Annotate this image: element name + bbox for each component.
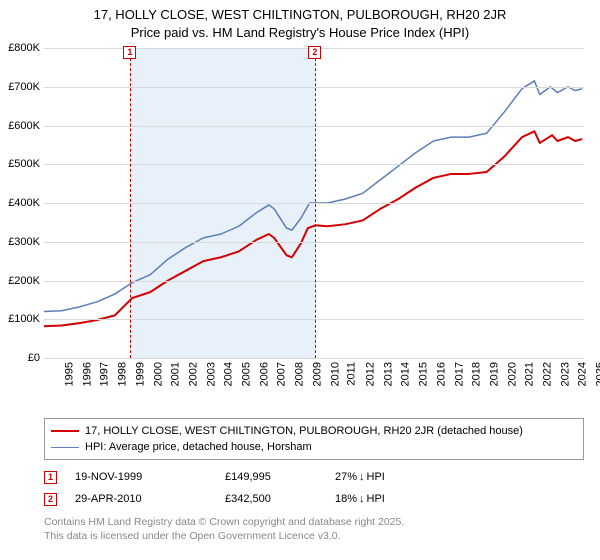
x-tick-label: 2009 [311,362,323,386]
x-tick-label: 2004 [223,362,235,386]
legend-label-hpi: HPI: Average price, detached house, Hors… [85,441,312,453]
marker-box: 2 [308,46,321,59]
gridline [44,242,584,243]
bottom-panel: 17, HOLLY CLOSE, WEST CHILTINGTON, PULBO… [44,418,584,543]
x-tick-label: 2000 [152,362,164,386]
x-tick-label: 2015 [418,362,430,386]
x-tick-label: 2012 [364,362,376,386]
y-tick-label: £800K [0,42,40,54]
legend: 17, HOLLY CLOSE, WEST CHILTINGTON, PULBO… [44,418,584,460]
marker-line [315,48,316,358]
gridline [44,203,584,204]
x-tick-label: 2011 [346,362,358,386]
sale-date: 29-APR-2010 [75,493,225,505]
x-tick-label: 1996 [81,362,93,386]
x-tick-label: 2018 [471,362,483,386]
sale-diff: 18% ↓ HPI [335,493,385,505]
x-tick-label: 2002 [187,362,199,386]
x-tick-label: 2023 [559,362,571,386]
x-tick-label: 2014 [400,362,412,386]
y-tick-label: £300K [0,236,40,248]
marker-box: 1 [123,46,136,59]
legend-swatch-hpi [51,447,79,448]
sale-date: 19-NOV-1999 [75,471,225,483]
attribution: Contains HM Land Registry data © Crown c… [44,516,584,543]
title-subtitle: Price paid vs. HM Land Registry's House … [0,24,600,42]
sale-price: £149,995 [225,471,335,483]
gridline [44,164,584,165]
series-line-property [44,131,582,326]
x-tick-label: 2005 [241,362,253,386]
title-address: 17, HOLLY CLOSE, WEST CHILTINGTON, PULBO… [0,6,600,24]
sale-marker: 1 [44,471,57,484]
attribution-line2: This data is licensed under the Open Gov… [44,530,584,544]
sale-row: 1 19-NOV-1999£149,99527% ↓ HPI [44,466,584,488]
gridline [44,281,584,282]
y-tick-label: £100K [0,313,40,325]
x-tick-label: 2024 [577,362,589,386]
sales-table: 1 19-NOV-1999£149,99527% ↓ HPI 2 29-APR-201… [44,466,584,510]
y-tick-label: £400K [0,197,40,209]
x-tick-label: 2020 [506,362,518,386]
x-tick-label: 2010 [329,362,341,386]
x-tick-label: 2017 [453,362,465,386]
plot-area [44,48,584,358]
x-tick-label: 1997 [99,362,111,386]
title-block: 17, HOLLY CLOSE, WEST CHILTINGTON, PULBO… [0,0,600,41]
x-tick-label: 2003 [205,362,217,386]
x-tick-label: 1999 [134,362,146,386]
x-tick-label: 2006 [258,362,270,386]
gridline [44,319,584,320]
x-tick-label: 2019 [488,362,500,386]
chart-container: 17, HOLLY CLOSE, WEST CHILTINGTON, PULBO… [0,0,600,560]
legend-label-property: 17, HOLLY CLOSE, WEST CHILTINGTON, PULBO… [85,425,523,437]
x-tick-label: 2025 [595,362,600,386]
gridline [44,126,584,127]
x-tick-label: 2013 [382,362,394,386]
sale-marker: 2 [44,493,57,506]
gridline [44,358,584,359]
series-line-hpi [44,81,582,312]
x-tick-label: 2022 [542,362,554,386]
legend-swatch-property [51,430,79,432]
y-tick-label: £500K [0,158,40,170]
x-tick-label: 2007 [276,362,288,386]
x-tick-label: 1998 [117,362,129,386]
sale-price: £342,500 [225,493,335,505]
legend-row-hpi: HPI: Average price, detached house, Hors… [51,439,577,455]
y-tick-label: £200K [0,275,40,287]
x-tick-label: 1995 [63,362,75,386]
y-tick-label: £700K [0,81,40,93]
marker-line [130,48,131,358]
legend-row-property: 17, HOLLY CLOSE, WEST CHILTINGTON, PULBO… [51,423,577,439]
attribution-line1: Contains HM Land Registry data © Crown c… [44,516,584,530]
x-tick-label: 2001 [170,362,182,386]
y-tick-label: £0 [0,352,40,364]
y-tick-label: £600K [0,120,40,132]
sale-diff: 27% ↓ HPI [335,471,385,483]
x-tick-label: 2008 [294,362,306,386]
chart-area: £0 £100K £200K £300K £400K £500K £600K £700K £80… [0,44,600,414]
x-tick-label: 2021 [524,362,536,386]
sale-row: 2 29-APR-2010£342,50018% ↓ HPI [44,488,584,510]
x-tick-label: 2016 [435,362,447,386]
gridline [44,87,584,88]
